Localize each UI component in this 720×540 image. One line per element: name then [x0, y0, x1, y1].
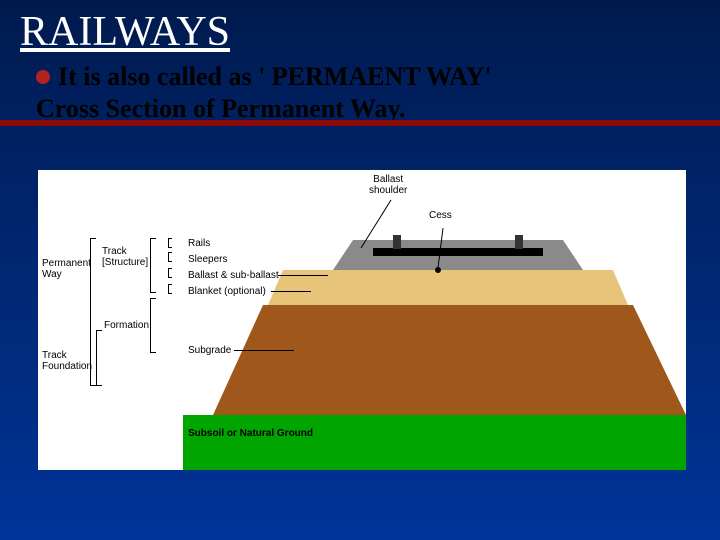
ptr-subgrade [234, 350, 294, 351]
bullet-row: It is also called as ' PERMAENT WAY' [0, 56, 720, 92]
ptr-blanket [271, 291, 311, 292]
slide-title: RAILWAYS [0, 0, 720, 56]
label-permanent-way: PermanentWay [42, 258, 91, 280]
label-rails: Rails [188, 238, 210, 249]
label-subgrade: Subgrade [188, 345, 231, 356]
label-ballast-shoulder: Ballastshoulder [369, 174, 407, 196]
left-label-column: PermanentWay Track[Structure] TrackFound… [38, 170, 183, 470]
label-track-structure: Track[Structure] [102, 246, 148, 268]
label-ballast-sub: Ballast & sub-ballast [188, 270, 279, 281]
rail-right [515, 235, 523, 249]
ptr-ballast [278, 275, 328, 276]
tick-rails [168, 238, 172, 248]
layer-subgrade [213, 305, 686, 415]
label-track-foundation: TrackFoundation [42, 350, 92, 372]
accent-bar [0, 120, 720, 126]
cross-section-diagram: PermanentWay Track[Structure] TrackFound… [38, 170, 686, 470]
bracket-formation [150, 298, 156, 353]
label-formation: Formation [104, 320, 149, 331]
layer-sleeper [373, 248, 543, 256]
tick-ballast [168, 268, 172, 278]
label-subsoil: Subsoil or Natural Ground [188, 428, 313, 439]
cross-section-svg-wrap: Ballastshoulder Cess [183, 170, 686, 470]
bracket-track-structure [150, 238, 156, 293]
rail-left [393, 235, 401, 249]
label-cess: Cess [429, 210, 452, 221]
tick-blanket [168, 284, 172, 294]
layer-ground [183, 415, 686, 470]
label-sleepers: Sleepers [188, 254, 227, 265]
bullet-text: It is also called as ' PERMAENT WAY' [58, 62, 492, 92]
bracket-track-foundation [96, 330, 102, 386]
tick-sleepers [168, 252, 172, 262]
label-blanket-opt: Blanket (optional) [188, 286, 266, 297]
bullet-icon [36, 70, 50, 84]
